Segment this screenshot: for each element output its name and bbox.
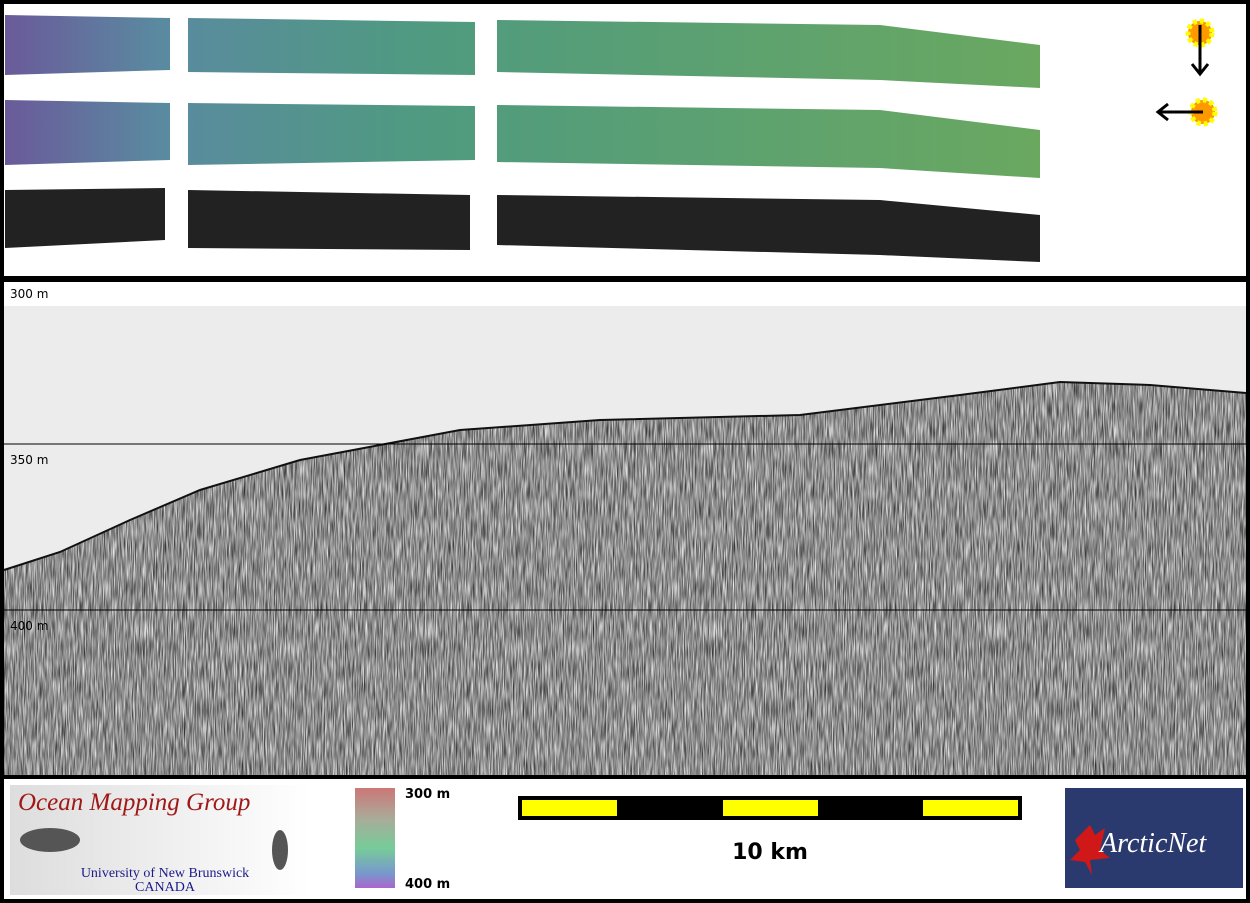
sun-illuminated-swath xyxy=(5,100,1040,178)
backscatter-swath xyxy=(5,188,1040,262)
logo-title: Ocean Mapping Group xyxy=(18,789,250,816)
logo-subtitle: University of New Brunswick xyxy=(81,866,249,881)
colorbar-label: 400 m xyxy=(405,877,450,892)
scale-bar-segment xyxy=(723,800,818,816)
depth-label: 350 m xyxy=(10,453,48,467)
scale-bar xyxy=(518,796,1022,820)
logo-image xyxy=(20,828,80,852)
depth-label: 400 m xyxy=(10,619,48,633)
logo-subtitle: CANADA xyxy=(135,880,196,895)
seafloor-line xyxy=(3,380,1247,571)
colorbar xyxy=(355,788,395,888)
scale-bar-segment xyxy=(923,800,1018,816)
seafloor-return xyxy=(4,382,1246,775)
scale-bar-segment xyxy=(522,800,617,816)
sun-icons xyxy=(1155,18,1218,127)
maple-leaf xyxy=(1070,825,1110,875)
colorbar-label: 300 m xyxy=(405,787,450,802)
scale-label: 10 km xyxy=(732,840,808,865)
logo-image xyxy=(272,830,288,870)
sun-illuminated-swath xyxy=(5,15,1040,88)
arcticnet-text: ArcticNet xyxy=(1098,828,1207,859)
depth-label: 300 m xyxy=(10,287,48,301)
swath-strips xyxy=(5,15,1040,262)
